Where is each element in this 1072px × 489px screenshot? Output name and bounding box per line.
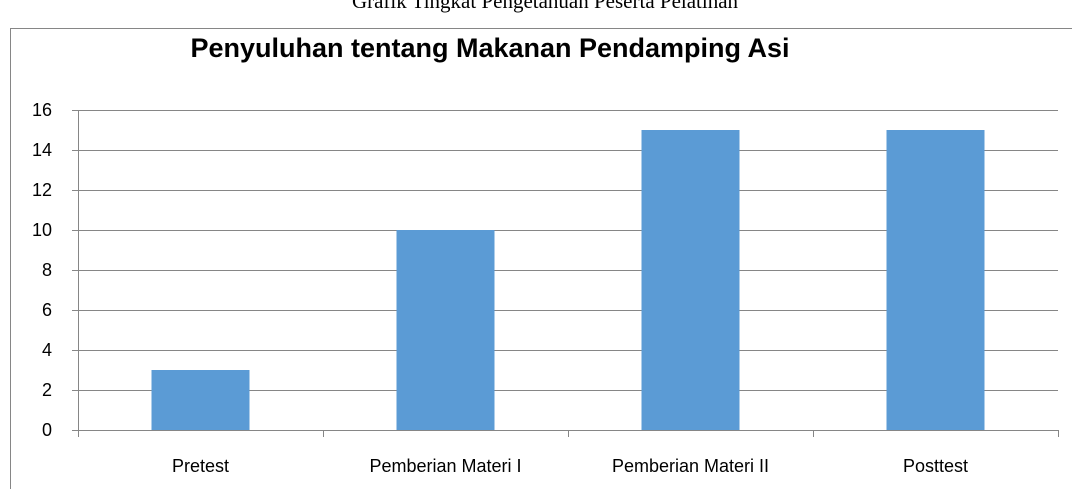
- y-tick-label: 12: [32, 180, 52, 200]
- x-tick-label: Pemberian Materi I: [369, 456, 521, 476]
- caption: Grafik Tingkat Pengetahuan Peserta Pelat…: [352, 0, 739, 13]
- y-tick-label: 10: [32, 220, 52, 240]
- x-tick-label: Pretest: [172, 456, 229, 476]
- y-tick-label: 4: [42, 340, 52, 360]
- x-tick-label: Posttest: [903, 456, 968, 476]
- y-tick-label: 0: [42, 420, 52, 440]
- chart-border: [10, 28, 1072, 489]
- bar: [396, 230, 495, 430]
- y-tick-label: 6: [42, 300, 52, 320]
- y-tick-label: 14: [32, 140, 52, 160]
- x-tick-label: Pemberian Materi II: [612, 456, 769, 476]
- chart-title: Penyuluhan tentang Makanan Pendamping As…: [190, 33, 789, 63]
- bar: [151, 370, 250, 430]
- y-tick-label: 8: [42, 260, 52, 280]
- y-tick-label: 2: [42, 380, 52, 400]
- y-tick-label: 16: [32, 100, 52, 120]
- bar: [641, 130, 740, 430]
- bar: [886, 130, 985, 430]
